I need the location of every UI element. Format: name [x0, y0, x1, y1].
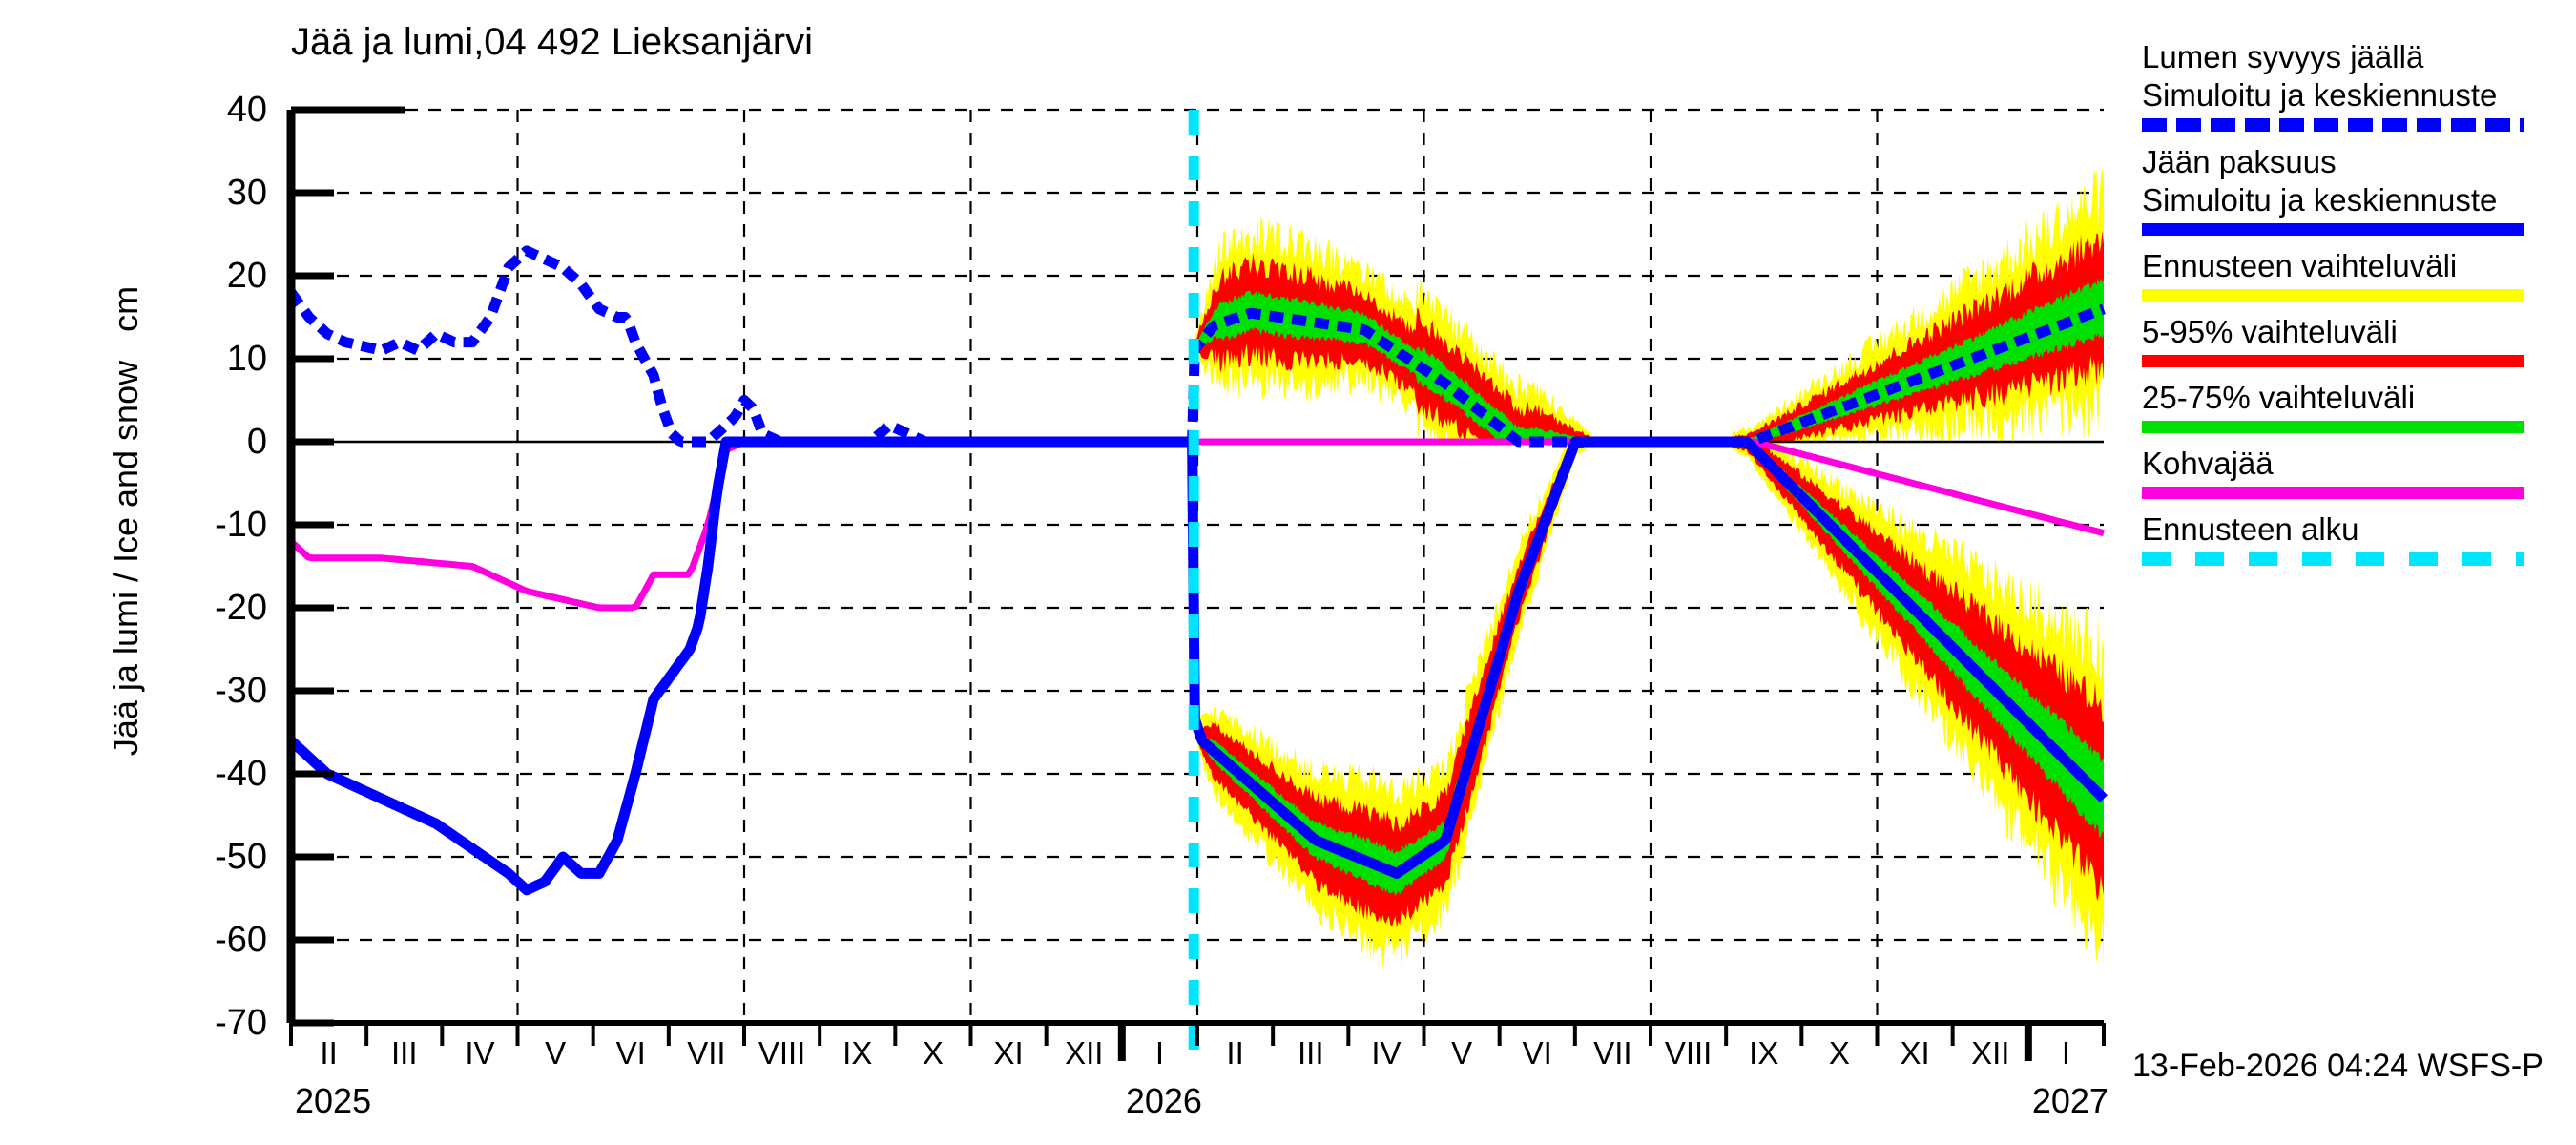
x-tick-label: III [390, 1035, 418, 1071]
x-tick-label: VI [1522, 1035, 1552, 1071]
timestamp-label: 13-Feb-2026 04:24 WSFS-P [2132, 1048, 2544, 1084]
legend-item-range-25-75: 25-75% vaihteluväli [2142, 379, 2576, 433]
page-title: Jää ja lumi,04 492 Lieksanjärvi [291, 21, 813, 63]
x-year-label: 2027 [2031, 1081, 2109, 1120]
y-tick-label: -10 [215, 505, 267, 545]
band-25-75-snow [1732, 278, 2104, 442]
y-axis-ticks: 40 30 20 10 0 -10 -20 -30 -40 -50 -60 -70 [124, 0, 267, 1145]
y-tick-label: -70 [215, 1003, 267, 1043]
legend-item-forecast-start: Ennusteen alku [2142, 510, 2576, 566]
legend-item-kohvajaa: Kohvajää [2142, 445, 2576, 499]
y-tick-label: 10 [226, 339, 267, 379]
y-tick-label: 40 [226, 90, 267, 130]
x-tick-label: X [1828, 1035, 1850, 1071]
legend-swatch-forecast-start [2142, 552, 2524, 566]
x-tick-label: IX [1749, 1035, 1779, 1071]
legend-label: Ennusteen alku [2142, 511, 2359, 547]
legend-label: Jään paksuus [2142, 144, 2337, 179]
legend: Lumen syvyys jäällä Simuloitu ja keskienn… [2142, 38, 2576, 577]
x-tick-label: IV [465, 1035, 495, 1071]
y-tick-label: -60 [215, 920, 267, 960]
x-tick-label: II [320, 1035, 338, 1071]
band-5-95-ice [1194, 442, 1600, 928]
legend-sublabel: Simuloitu ja keskiennuste [2142, 77, 2498, 113]
x-tick-label: X [922, 1035, 944, 1071]
x-tick-label: III [1297, 1035, 1324, 1071]
band-5-95-ice [1732, 442, 2104, 901]
band-25-75-snow [1194, 290, 1600, 442]
legend-label: Ennusteen vaihteluväli [2142, 248, 2458, 283]
y-tick-label: 20 [226, 256, 267, 296]
legend-label: 25-75% vaihteluväli [2142, 380, 2416, 415]
x-tick-label: II [1226, 1035, 1244, 1071]
band-forecast-range-ice [1732, 442, 2104, 964]
legend-item-ice-thickness: Jään paksuus Simuloitu ja keskiennuste [2142, 143, 2576, 236]
x-tick-label: XI [993, 1035, 1024, 1071]
x-tick-label: XI [1900, 1035, 1930, 1071]
legend-swatch-range-5-95 [2142, 355, 2524, 367]
x-tick-label: IV [1371, 1035, 1402, 1071]
legend-swatch-snow-depth-on-ice [2142, 118, 2524, 132]
x-year-label: 2026 [1125, 1081, 1202, 1120]
x-tick-label: IX [842, 1035, 873, 1071]
legend-swatch-range-25-75 [2142, 421, 2524, 433]
x-tick-label: XII [1971, 1035, 2010, 1071]
legend-label: 5-95% vaihteluväli [2142, 314, 2398, 349]
y-tick-label: 30 [226, 173, 267, 213]
x-tick-label: XII [1065, 1035, 1104, 1071]
legend-label: Kohvajää [2142, 446, 2274, 481]
legend-swatch-kohvajaa [2142, 487, 2524, 499]
x-tick-label: VIII [1664, 1035, 1713, 1071]
x-tick-label: VII [687, 1035, 726, 1071]
x-tick-label: I [1154, 1035, 1164, 1071]
x-tick-label: VIII [758, 1035, 806, 1071]
x-tick-label: I [2061, 1035, 2070, 1071]
y-tick-label: -40 [215, 754, 267, 794]
x-year-label: 2025 [295, 1081, 372, 1120]
legend-item-range-5-95: 5-95% vaihteluväli [2142, 313, 2576, 367]
band-5-95-snow [1732, 230, 2104, 442]
legend-item-snow-depth-on-ice: Lumen syvyys jäällä Simuloitu ja keskienn… [2142, 38, 2576, 132]
x-tick-label: VI [615, 1035, 646, 1071]
y-tick-label: -50 [215, 837, 267, 877]
y-tick-label: 0 [246, 422, 267, 462]
y-tick-label: -30 [215, 671, 267, 711]
legend-label: Lumen syvyys jäällä [2142, 39, 2424, 74]
band-25-75-ice [1732, 442, 2104, 839]
x-tick-label: VII [1593, 1035, 1632, 1071]
legend-swatch-forecast-range [2142, 289, 2524, 302]
legend-swatch-ice-thickness [2142, 223, 2524, 236]
y-tick-label: -20 [215, 588, 267, 628]
x-tick-label: V [1451, 1035, 1473, 1071]
legend-item-forecast-range: Ennusteen vaihteluväli [2142, 247, 2576, 302]
legend-sublabel: Simuloitu ja keskiennuste [2142, 182, 2498, 218]
x-tick-label: V [545, 1035, 567, 1071]
